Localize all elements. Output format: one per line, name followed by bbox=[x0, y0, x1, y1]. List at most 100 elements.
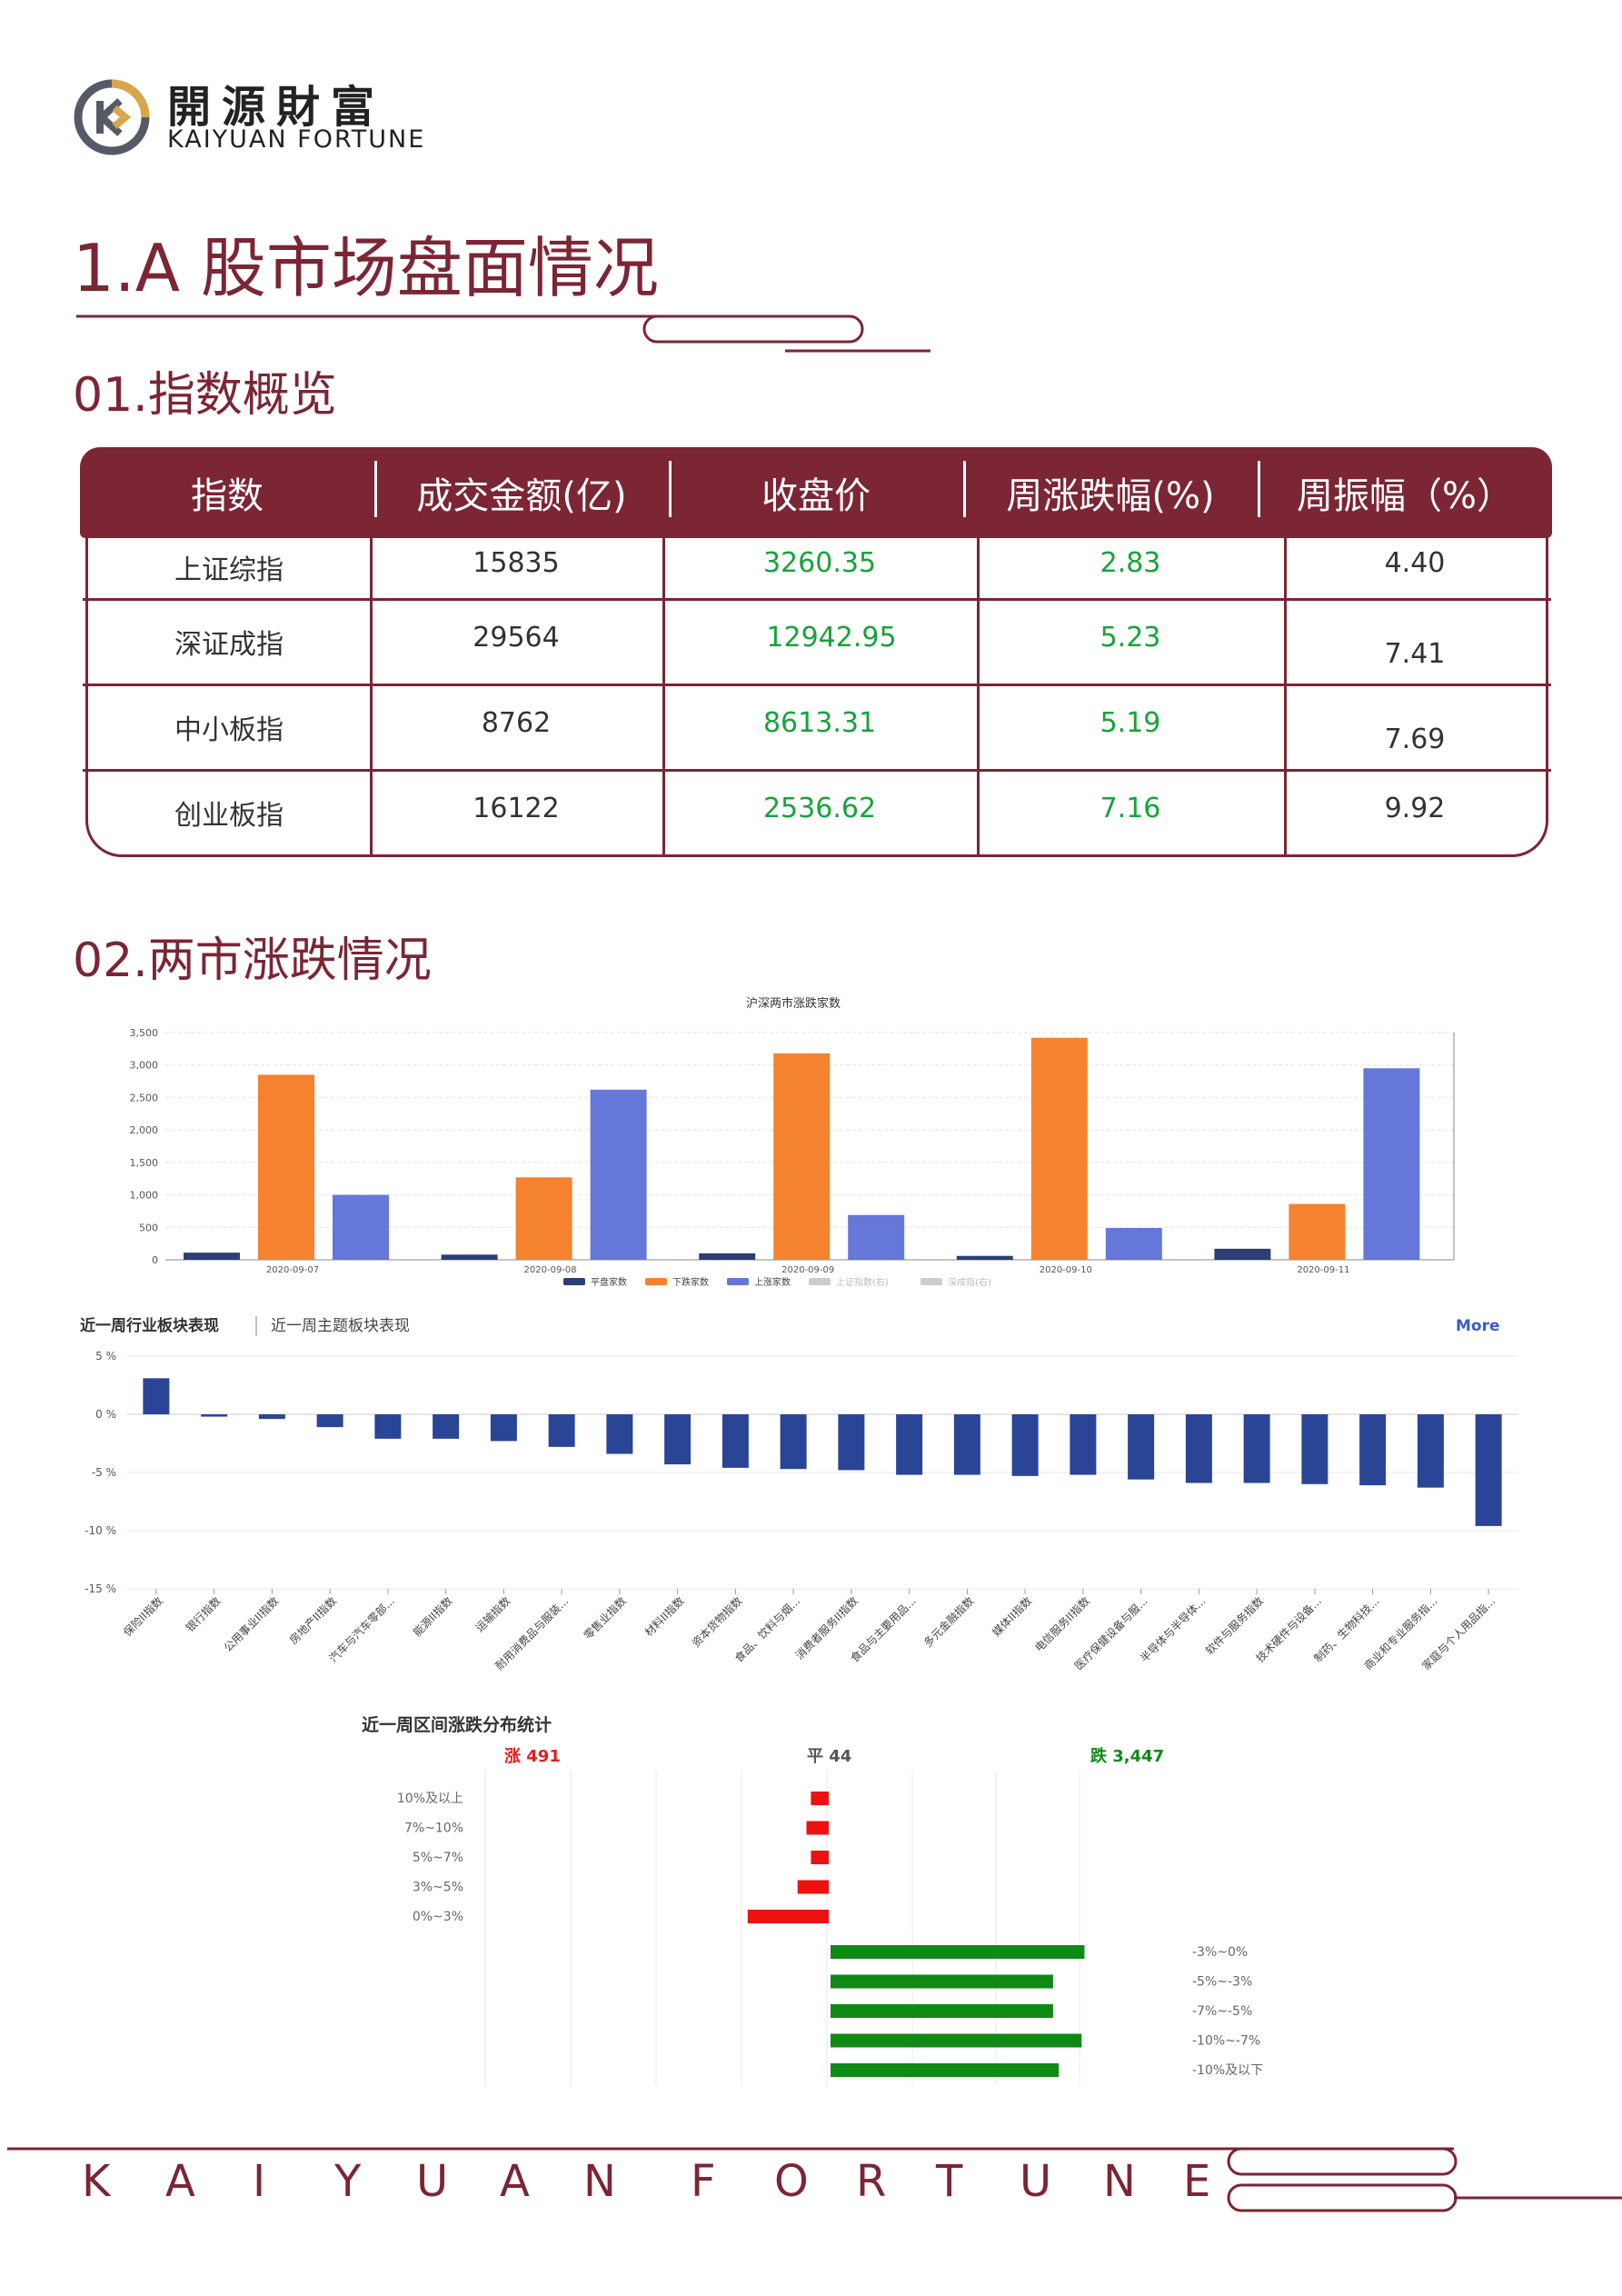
y-tick-label: -15 % bbox=[85, 1582, 116, 1595]
bar bbox=[258, 1414, 285, 1420]
x-tick-label: 多元金融指数 bbox=[920, 1594, 977, 1651]
bar bbox=[433, 1414, 460, 1439]
bar bbox=[780, 1414, 807, 1470]
table-cell: 8613.31 bbox=[762, 707, 877, 739]
y-tick-label: -10 % bbox=[85, 1524, 116, 1537]
bar bbox=[374, 1414, 402, 1439]
footer-letter: K bbox=[82, 2156, 111, 2207]
footer-letter: T bbox=[936, 2156, 963, 2207]
table-divider bbox=[1284, 534, 1287, 854]
bar bbox=[1243, 1414, 1270, 1483]
brand-name-en: KAIYUAN FORTUNE bbox=[167, 125, 426, 154]
legend-label: 下跌家数 bbox=[672, 1276, 709, 1288]
bar bbox=[747, 1910, 829, 1923]
y-category-label: -10%~-7% bbox=[1192, 2034, 1260, 2049]
footer-letter: U bbox=[1020, 2156, 1052, 2207]
bar bbox=[953, 1414, 980, 1475]
y-category-label: -5%~-3% bbox=[1192, 1975, 1252, 1990]
table-cell: 12942.95 bbox=[766, 622, 897, 654]
bar bbox=[699, 1253, 756, 1260]
bar bbox=[721, 1414, 749, 1468]
table-cell: 9.92 bbox=[1384, 793, 1446, 824]
bar bbox=[896, 1414, 923, 1475]
table-cell: 7.41 bbox=[1384, 638, 1446, 670]
bar bbox=[811, 1792, 829, 1805]
advance-decline-chart: 沪深两市涨跌家数 0 500 1,000 1,500 2,000 2,500 3,000 3,5… bbox=[130, 996, 1455, 1288]
table-divider bbox=[370, 534, 373, 854]
y-tick-label: 0 bbox=[152, 1254, 158, 1266]
bar bbox=[490, 1414, 517, 1442]
table-cell: 3260.35 bbox=[762, 547, 877, 579]
sector-performance-chart: 近一周行业板块表现 近一周主题板块表现 More 5 % 0 % -5 % -10 % -15… bbox=[80, 1316, 1518, 1672]
y-tick-label: 2,000 bbox=[130, 1124, 159, 1136]
footer-letter: O bbox=[774, 2156, 809, 2207]
bar bbox=[831, 1945, 1085, 1959]
bar bbox=[1030, 1037, 1088, 1260]
legend-swatch bbox=[563, 1278, 585, 1285]
table-header-cell: 收盘价 bbox=[669, 461, 963, 519]
index-overview-table: 指数 成交金额(亿) 收盘价 周涨跌幅(%) 周振幅（%） 上证综指 15835… bbox=[80, 447, 1552, 865]
x-tick-label: 保险II指数 bbox=[120, 1594, 165, 1640]
footer-letter: F bbox=[691, 2156, 716, 2207]
bar bbox=[1289, 1203, 1346, 1260]
bar bbox=[1301, 1414, 1328, 1484]
table-row: 创业板指 16122 2536.62 7.16 9.92 bbox=[88, 793, 1546, 833]
table-cell: 16122 bbox=[473, 793, 560, 824]
bar bbox=[797, 1880, 829, 1894]
subsection-title-index-overview: 01.指数概览 bbox=[73, 368, 337, 423]
legend-label: 上涨家数 bbox=[754, 1276, 791, 1288]
table-cell: 2536.62 bbox=[762, 793, 877, 824]
bar bbox=[1105, 1228, 1162, 1260]
table-divider bbox=[977, 534, 980, 854]
bar bbox=[1475, 1414, 1502, 1526]
footer-letter: A bbox=[165, 2156, 195, 2207]
x-tick-label: 公用事业II指数 bbox=[221, 1594, 282, 1655]
y-tick-label: 2,500 bbox=[130, 1092, 159, 1103]
x-tick-label: 材料II指数 bbox=[642, 1594, 687, 1640]
bar bbox=[838, 1414, 865, 1471]
y-tick-label: 3,500 bbox=[130, 1027, 159, 1039]
bar bbox=[590, 1089, 647, 1260]
brand-logo: 開源財富 KAIYUAN FORTUNE bbox=[73, 71, 545, 162]
table-cell: 7.69 bbox=[1384, 724, 1446, 755]
title-underline-decoration bbox=[76, 314, 930, 353]
footer-letter: U bbox=[416, 2156, 449, 2207]
table-cell: 4.40 bbox=[1384, 547, 1446, 579]
x-tick-label: 2020-09-07 bbox=[266, 1265, 319, 1275]
y-tick-label: 500 bbox=[139, 1222, 158, 1233]
bar bbox=[1185, 1414, 1212, 1483]
table-divider bbox=[662, 534, 665, 854]
y-tick-label: 0 % bbox=[95, 1408, 116, 1421]
x-tick-label: 2020-09-08 bbox=[524, 1265, 577, 1275]
bar bbox=[664, 1414, 692, 1465]
table-cell: 5.23 bbox=[1100, 622, 1161, 654]
footer-letter: Y bbox=[334, 2156, 362, 2207]
x-tick-label: 电信服务II指数 bbox=[1031, 1594, 1092, 1655]
more-link: More bbox=[1456, 1317, 1500, 1335]
bar bbox=[1359, 1414, 1387, 1486]
legend-swatch bbox=[645, 1278, 667, 1285]
y-category-label: 7%~10% bbox=[404, 1822, 463, 1836]
y-tick-label: 1,000 bbox=[130, 1190, 159, 1202]
bar bbox=[1214, 1248, 1271, 1260]
y-category-label: 0%~3% bbox=[413, 1910, 463, 1924]
y-category-label: -3%~0% bbox=[1192, 1945, 1248, 1960]
bar bbox=[831, 2063, 1060, 2077]
bar bbox=[548, 1414, 575, 1447]
legend-swatch bbox=[920, 1278, 942, 1285]
x-tick-label: 房地产II指数 bbox=[286, 1594, 339, 1647]
tab-industry: 近一周行业板块表现 bbox=[80, 1316, 219, 1335]
table-cell: 2.83 bbox=[1100, 547, 1161, 579]
table-header-cell: 周涨跌幅(%) bbox=[963, 461, 1258, 519]
tab-theme: 近一周主题板块表现 bbox=[271, 1317, 410, 1335]
footer-letter: N bbox=[583, 2156, 616, 2207]
y-category-label: 3%~5% bbox=[413, 1881, 463, 1895]
bar bbox=[806, 1821, 829, 1835]
bar bbox=[1363, 1068, 1420, 1260]
subsection-title-market-up-down: 02.两市涨跌情况 bbox=[73, 933, 432, 988]
y-category-label: -10%及以下 bbox=[1192, 2063, 1263, 2078]
bar bbox=[441, 1254, 498, 1260]
bar bbox=[258, 1074, 314, 1260]
table-row: 中小板指 8762 8613.31 5.19 7.69 bbox=[88, 707, 1546, 755]
